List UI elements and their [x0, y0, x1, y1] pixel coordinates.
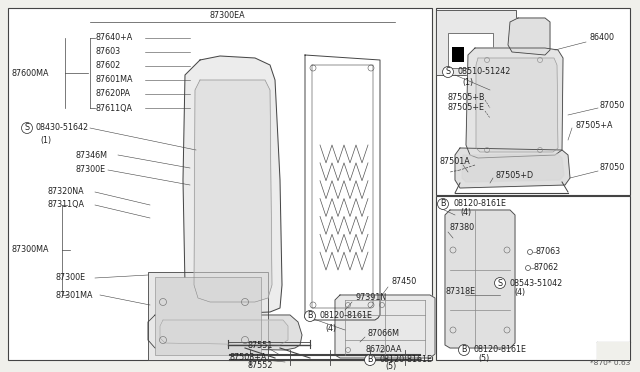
Bar: [436, 10, 516, 75]
Text: 87300E: 87300E: [55, 273, 85, 282]
Polygon shape: [335, 295, 435, 358]
Text: 87640+A: 87640+A: [95, 33, 132, 42]
Bar: [148, 272, 268, 360]
Text: 86720AA: 86720AA: [365, 344, 401, 353]
Polygon shape: [160, 320, 288, 345]
Text: 87050: 87050: [600, 164, 625, 173]
Text: 87611QA: 87611QA: [95, 103, 132, 112]
Text: 87503+A: 87503+A: [230, 353, 268, 362]
Text: 87300E: 87300E: [75, 166, 105, 174]
Text: 87346M: 87346M: [75, 151, 107, 160]
Polygon shape: [476, 58, 558, 152]
Text: 87380: 87380: [450, 224, 475, 232]
Polygon shape: [445, 210, 515, 348]
Text: 97391N: 97391N: [355, 294, 387, 302]
Text: 87450: 87450: [392, 278, 417, 286]
Text: 08510-51242: 08510-51242: [458, 67, 511, 77]
Text: 87066M: 87066M: [368, 328, 400, 337]
Bar: [8, 8, 432, 360]
Bar: [436, 8, 630, 195]
Bar: [597, 342, 630, 360]
Text: 87601MA: 87601MA: [95, 76, 132, 84]
Text: (5): (5): [385, 362, 396, 372]
Text: 08543-51042: 08543-51042: [510, 279, 563, 288]
Text: 86400: 86400: [590, 33, 615, 42]
Polygon shape: [148, 315, 302, 350]
Bar: [448, 33, 493, 68]
Text: 87600MA: 87600MA: [12, 68, 49, 77]
Text: (5): (5): [478, 355, 489, 363]
Text: 87300MA: 87300MA: [12, 246, 49, 254]
Text: 87505+B: 87505+B: [448, 93, 486, 102]
Text: 87311QA: 87311QA: [48, 201, 85, 209]
Text: S: S: [24, 124, 29, 132]
Text: S: S: [445, 67, 451, 77]
Text: 08120-8161E: 08120-8161E: [320, 311, 373, 321]
Text: B: B: [367, 356, 372, 365]
Polygon shape: [508, 18, 550, 55]
Text: 87552: 87552: [248, 360, 273, 369]
Text: B: B: [440, 199, 445, 208]
Polygon shape: [466, 48, 563, 158]
Text: 87301MA: 87301MA: [55, 291, 93, 299]
Text: 08430-51642: 08430-51642: [35, 124, 88, 132]
Text: 87602: 87602: [95, 61, 120, 71]
Text: 87063: 87063: [535, 247, 560, 257]
Text: (4): (4): [325, 324, 336, 333]
Text: 08120-8161E: 08120-8161E: [380, 356, 433, 365]
Text: 87505+E: 87505+E: [448, 103, 485, 112]
Text: 87050: 87050: [600, 100, 625, 109]
Text: 87603: 87603: [95, 48, 120, 57]
Bar: [436, 196, 630, 360]
Text: (4): (4): [514, 288, 525, 296]
Text: 87620PA: 87620PA: [95, 90, 130, 99]
Text: 08120-8161E: 08120-8161E: [453, 199, 506, 208]
Text: 87320NA: 87320NA: [48, 187, 84, 196]
Polygon shape: [194, 80, 272, 302]
Text: 87501A: 87501A: [440, 157, 471, 167]
Bar: [155, 277, 261, 355]
Polygon shape: [462, 154, 564, 182]
Polygon shape: [455, 148, 570, 188]
Text: (4): (4): [460, 208, 471, 218]
Text: B: B: [461, 346, 467, 355]
Text: (1): (1): [462, 77, 473, 87]
Text: (1): (1): [40, 135, 51, 144]
Text: B: B: [307, 311, 313, 321]
Text: 87300EA: 87300EA: [210, 10, 246, 19]
Polygon shape: [183, 56, 282, 314]
Text: 08120-8161E: 08120-8161E: [474, 346, 527, 355]
Text: *870* 0.63: *870* 0.63: [590, 360, 630, 366]
Text: 87551: 87551: [248, 340, 273, 350]
Text: S: S: [497, 279, 502, 288]
Bar: [452, 47, 464, 62]
Text: 87505+A: 87505+A: [575, 121, 612, 129]
Text: 87318E: 87318E: [446, 288, 476, 296]
Text: 87062: 87062: [533, 263, 558, 273]
Text: 87505+D: 87505+D: [495, 170, 533, 180]
